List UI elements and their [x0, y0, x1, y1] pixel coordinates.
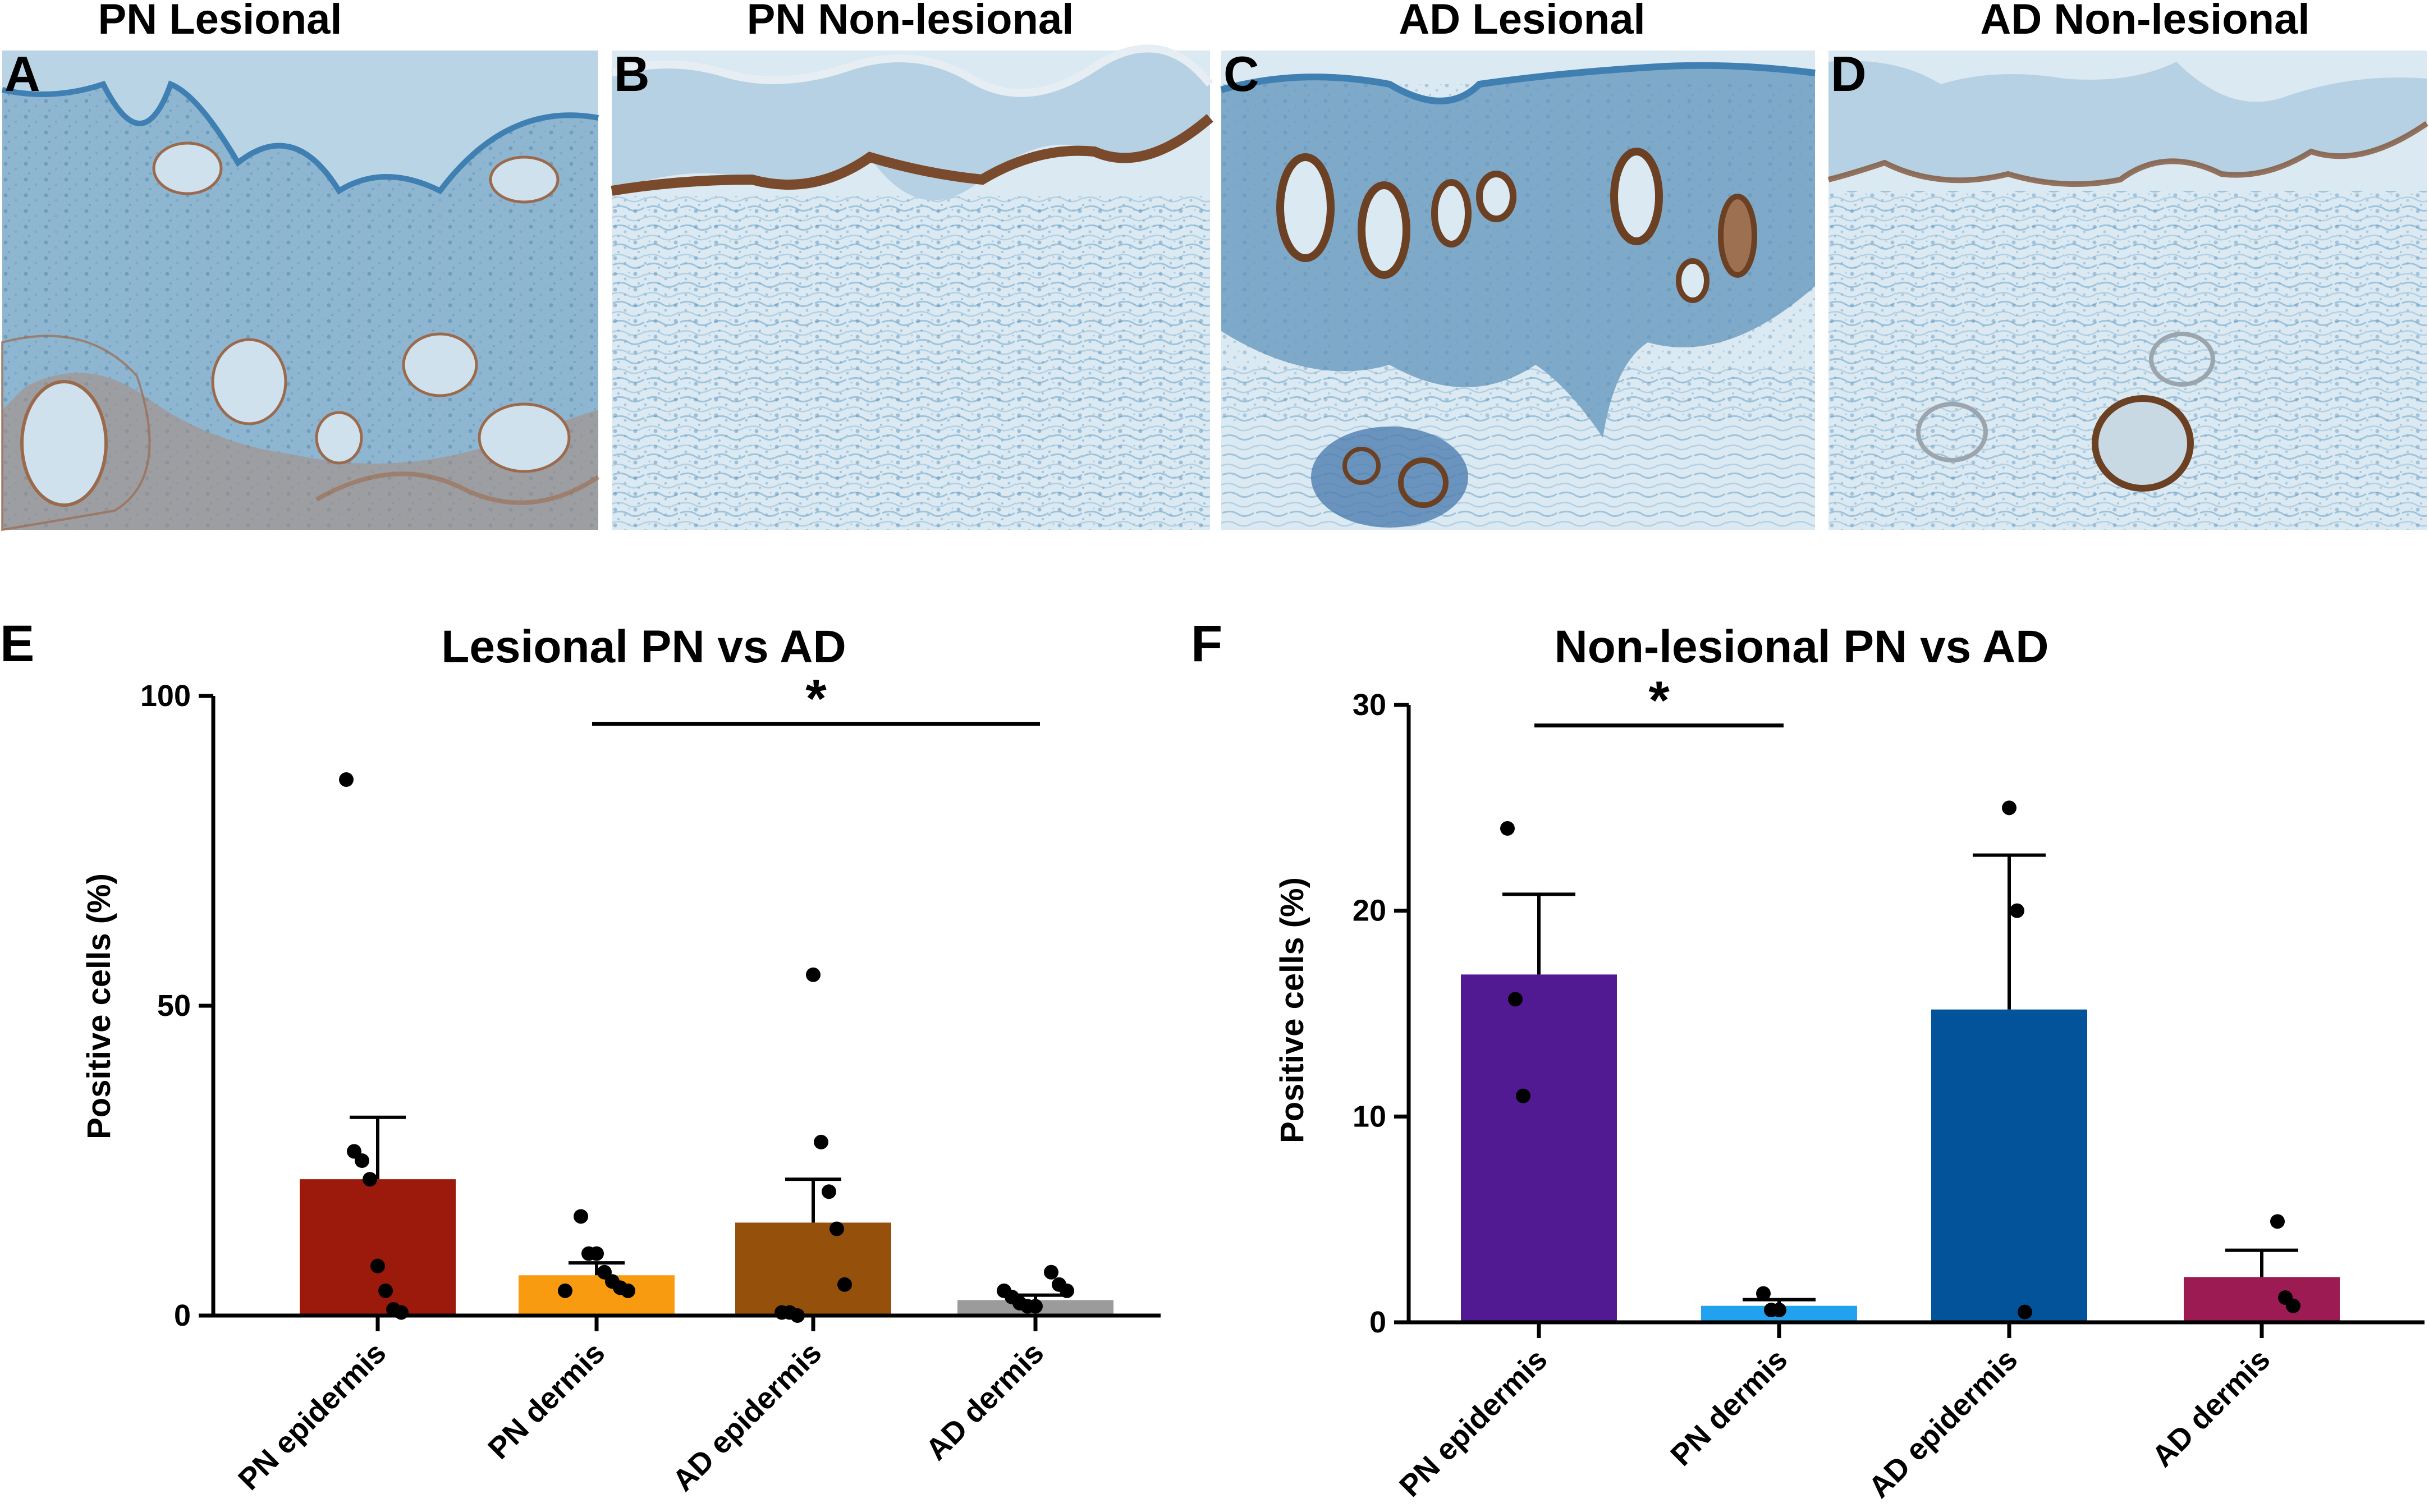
panel-b-title: PN Non-lesional	[747, 0, 1074, 43]
panel-c-title: AD Lesional	[1399, 0, 1645, 43]
chart-e-bar-1	[519, 1275, 675, 1316]
chart-e-x-tick-label: PN epidermis	[232, 1336, 392, 1496]
chart-e-data-point	[814, 1134, 828, 1149]
chart-f-y-axis-label: Positive cells (%)	[1274, 877, 1310, 1143]
chart-e-data-point	[558, 1283, 572, 1298]
chart-e-data-point	[837, 1277, 852, 1292]
chart-e-data-point	[339, 772, 354, 787]
panel-a-title: PN Lesional	[98, 0, 342, 43]
chart-f-bar-3	[2184, 1277, 2340, 1322]
chart-f-y-tick-label: 30	[1353, 688, 1386, 722]
chart-e-data-point	[806, 967, 821, 982]
chart-f-data-point	[2010, 903, 2024, 918]
chart-f-data-point	[2286, 1298, 2300, 1313]
chart-e-data-point	[378, 1283, 393, 1298]
chart-e-data-point	[589, 1246, 604, 1261]
chart-e-y-tick-label: 100	[140, 679, 191, 713]
chart-f-y-tick-label: 20	[1353, 894, 1386, 928]
chart-e-y-tick-label: 50	[157, 989, 191, 1023]
panel-b-letter: B	[614, 46, 650, 102]
panel-b-histology-image	[610, 44, 1213, 530]
chart-e-data-point	[394, 1305, 409, 1320]
chart-e-data-point	[355, 1153, 369, 1168]
chart-e-title: Lesional PN vs AD	[441, 621, 846, 672]
chart-e-y-tick-label: 0	[174, 1299, 191, 1332]
chart-f-x-tick-label: AD epidermis	[1862, 1343, 2024, 1505]
chart-e-data-point	[822, 1184, 836, 1199]
chart-f-significance-marker: *	[1648, 671, 1670, 731]
chart-f-data-point	[2270, 1214, 2285, 1229]
chart-f-data-point	[1772, 1303, 1786, 1317]
chart-e-x-tick-label: PN dermis	[482, 1336, 611, 1465]
chart-f-plot-area: 0 10 20 30 PN epidermis PN dermis AD epidermis…	[1353, 671, 2425, 1505]
chart-f-data-point	[2018, 1304, 2032, 1319]
chart-e-y-axis-label: Positive cells (%)	[81, 873, 117, 1139]
chart-e-data-point	[1028, 1299, 1043, 1314]
chart-f-data-point	[1756, 1286, 1771, 1301]
chart-f-data-point	[1508, 992, 1523, 1007]
chart-f-x-tick-label: PN dermis	[1664, 1343, 1794, 1472]
panel-c-letter: C	[1223, 46, 1259, 102]
chart-f-y-tick-label: 0	[1369, 1305, 1386, 1339]
chart-e-x-tick-label: AD dermis	[919, 1336, 1050, 1467]
chart-e-x-tick-label: AD epidermis	[666, 1336, 828, 1498]
chart-e-significance-marker: *	[805, 669, 827, 729]
chart-f-y-tick-label: 10	[1353, 1099, 1386, 1133]
chart-e-bar-2	[735, 1222, 891, 1316]
chart-e-data-point	[1044, 1264, 1058, 1280]
chart-f-title: Non-lesional PN vs AD	[1555, 621, 2049, 672]
panel-d-letter: D	[1831, 46, 1867, 102]
chart-e-panel-letter: E	[0, 615, 34, 672]
chart-e-plot-area: 0 50 100 PN epidermis PN dermis AD epidermis A…	[140, 669, 1161, 1498]
panel-d-histology-image	[1827, 51, 2428, 530]
chart-f-bar-2	[1931, 1009, 2087, 1322]
panel-d-title: AD Non-lesional	[1981, 0, 2310, 43]
panel-a-histology-image	[1, 51, 600, 532]
chart-f-bar-0	[1461, 974, 1617, 1322]
chart-e-data-point	[370, 1258, 385, 1273]
chart-e-data-point	[1060, 1283, 1074, 1298]
chart-e-data-point	[621, 1283, 635, 1298]
chart-e-data-point	[363, 1172, 377, 1187]
chart-f-panel-letter: F	[1191, 615, 1222, 672]
chart-f-data-point	[1516, 1088, 1530, 1103]
panel-a-letter: A	[4, 46, 40, 102]
chart-f: F Non-lesional PN vs AD Positive cells (…	[1191, 615, 2425, 1505]
chart-f-data-point	[2002, 800, 2016, 815]
panel-c-histology-image	[1220, 51, 1816, 530]
chart-e: E Lesional PN vs AD Positive cells (%) 0…	[0, 615, 1161, 1498]
chart-e-data-point	[829, 1221, 844, 1236]
chart-f-x-tick-label: AD dermis	[2146, 1343, 2276, 1473]
chart-e-data-point	[574, 1209, 588, 1224]
chart-e-bar-0	[300, 1179, 456, 1316]
chart-f-data-point	[1500, 821, 1515, 836]
chart-f-x-tick-label: PN epidermis	[1393, 1343, 1553, 1503]
